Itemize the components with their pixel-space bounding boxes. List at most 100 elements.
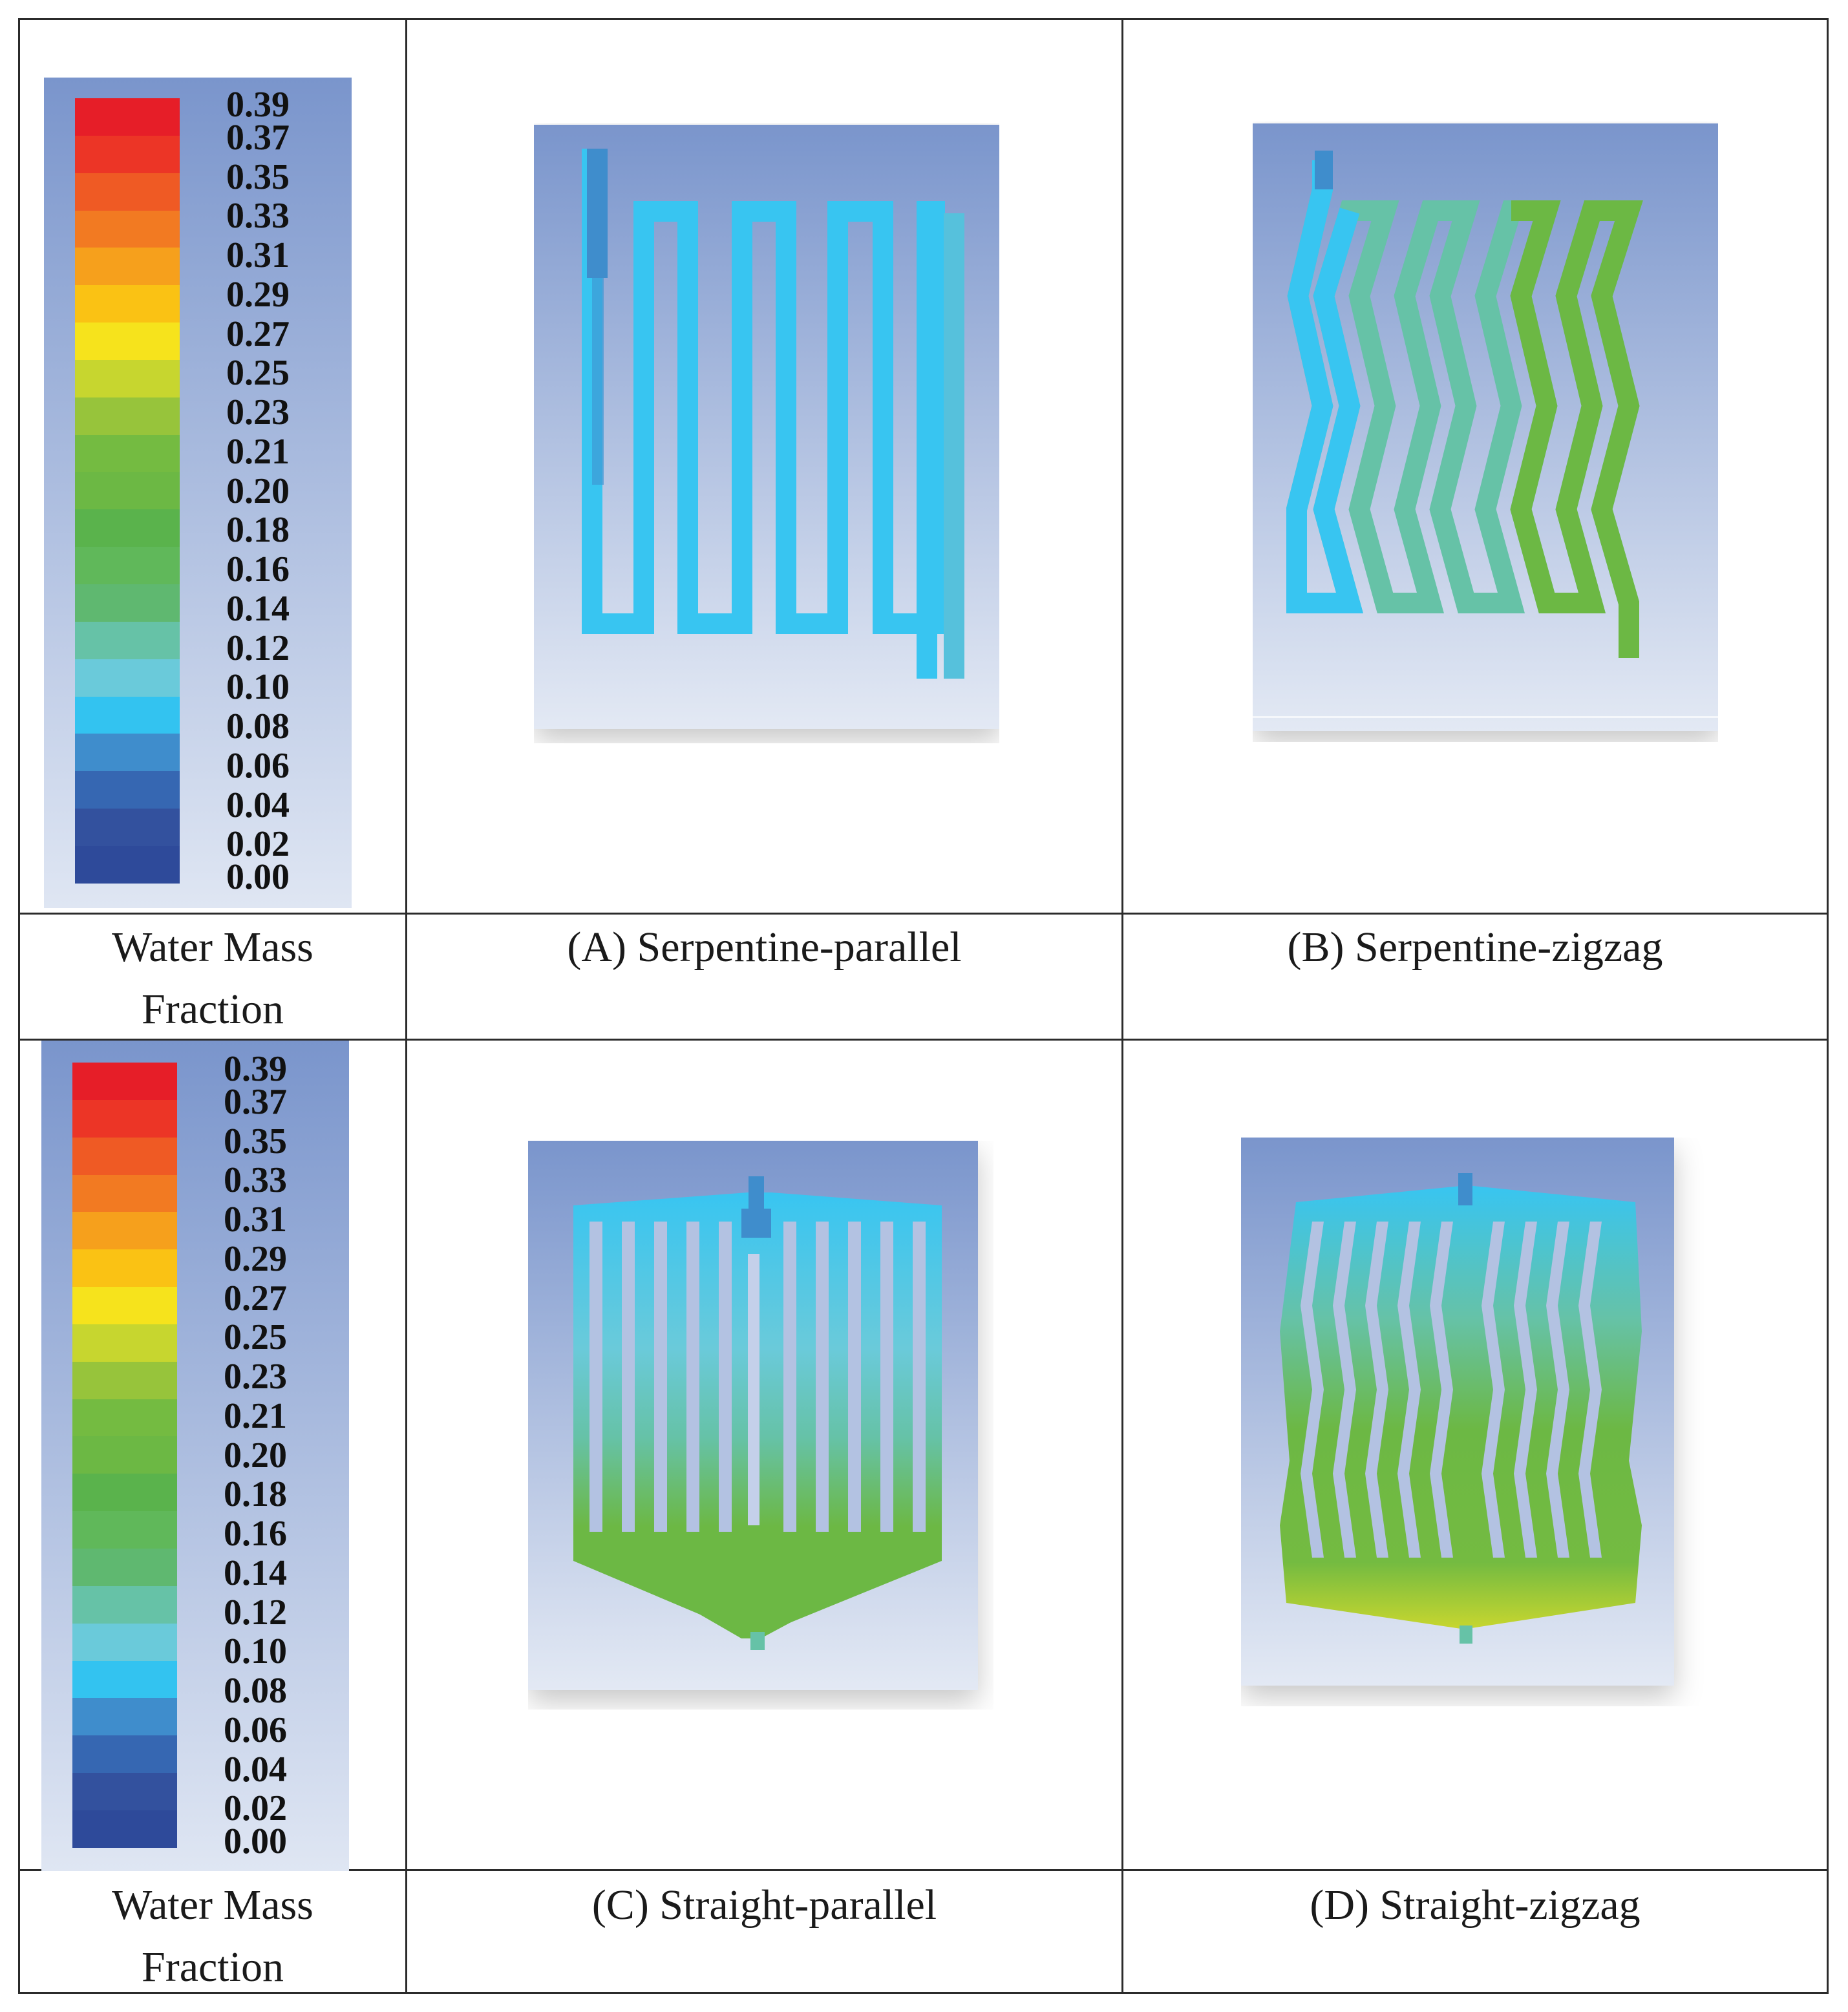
colorbar-segment [72,1099,177,1138]
colorbar-tick-label: 0.00 [226,857,290,897]
colorbar-tick-label: 0.33 [226,196,290,237]
colorbar-segment [72,1660,177,1699]
colorbar-tick-label: 0.10 [226,667,290,708]
colorbar-tick-label: 0.25 [226,353,290,394]
colorbar-tick-label: 0.18 [226,510,290,551]
colorbar-tick-label: 0.29 [224,1238,287,1279]
table-border-bottom [18,1992,1828,1994]
colorbar-segment [72,1063,177,1100]
colorbar-segment [75,659,180,697]
colorbar-tick-label: 0.10 [224,1631,287,1672]
colorbar-segment [72,1249,177,1287]
colorbar-segment [75,323,180,360]
legend-title-line1: Water Mass [112,1881,313,1929]
colorbar-tick-label: 0.04 [224,1749,287,1790]
colorbar-tick-label: 0.02 [224,1788,287,1829]
colorbar-segment [72,1511,177,1549]
colorbar-tick-label: 0.35 [224,1121,287,1161]
table-row-divider-2 [18,1039,1828,1041]
table-col-divider-1 [405,18,407,1994]
colorbar-segment [75,734,180,772]
colorbar-segment [72,1212,177,1250]
colorbar-tick-label: 0.14 [226,588,290,629]
colorbar-tick-label: 0.12 [226,628,290,668]
colorbar-segment [75,809,180,846]
panel-caption-b: (B) Serpentine-zigzag [1287,924,1663,971]
table-border-left [18,18,20,1994]
colorbar-segment [72,1174,177,1212]
colorbar-tick-label: 0.39 [226,85,290,125]
panel-caption-d: (D) Straight-zigzag [1310,1881,1641,1929]
colorbar-segment [75,472,180,510]
flow-field-serpentine-parallel [534,123,999,743]
colorbar-tick-label: 0.39 [224,1049,287,1089]
colorbar-segment [72,1324,177,1362]
colorbar-legend-bottom: 0.39 0.37 0.35 0.33 0.31 0.29 0.27 0.25 0.23 0.21… [41,1041,349,1871]
colorbar-tick-label: 0.33 [224,1160,287,1201]
colorbar-tick-label: 0.00 [224,1821,287,1861]
colorbar-tick-label: 0.23 [226,392,290,432]
colorbar-segment [75,248,180,286]
colorbar-segment [75,696,180,734]
legend-title: Water Mass Fraction [20,916,405,1041]
panel-caption-a: (A) Serpentine-parallel [567,924,962,971]
table-border-right [1827,18,1829,1994]
colorbar-segment [75,845,180,884]
colorbar-segment [72,1399,177,1437]
colorbar-tick-label: 0.08 [226,706,290,747]
colorbar-tick-label: 0.35 [226,156,290,197]
colorbar-segment [72,1137,177,1175]
colorbar-segment [72,1698,177,1736]
colorbar-tick-label: 0.25 [224,1317,287,1358]
colorbar-segment [72,1810,177,1848]
colorbar-tick-label: 0.02 [226,824,290,865]
colorbar-segment [75,621,180,659]
colorbar-tick-label: 0.37 [226,117,290,158]
colorbar-tick-label: 0.37 [224,1081,287,1122]
flow-field-serpentine-zigzag [1253,122,1718,742]
colorbar-tick-label: 0.29 [226,274,290,315]
colorbar-segment [75,98,180,136]
colorbar-tick-label: 0.08 [224,1671,287,1711]
table-border-top [18,18,1828,20]
colorbar-segment [72,1474,177,1512]
legend-title: Water Mass Fraction [20,1874,405,1998]
colorbar-segment [75,434,180,472]
colorbar-segment [75,173,180,211]
colorbar-tick-label: 0.16 [224,1514,287,1554]
colorbar-segment [75,509,180,547]
colorbar-tick-label: 0.06 [224,1710,287,1750]
colorbar-segment [72,1436,177,1474]
colorbar-tick-label: 0.18 [224,1474,287,1515]
colorbar-segment [72,1361,177,1399]
colorbar-legend-top: 0.39 0.37 0.35 0.33 0.31 0.29 0.27 0.25 0.23 0.21… [44,78,352,908]
colorbar-segment [75,771,180,809]
colorbar-segment [75,210,180,248]
flow-field-straight-parallel [528,1141,993,1710]
colorbar-segment [75,135,180,173]
flow-field-straight-zigzag [1241,1138,1706,1706]
colorbar-segment [72,1585,177,1624]
colorbar-tick-label: 0.04 [226,785,290,825]
table-row-divider-3 [18,1869,1828,1871]
colorbar-tick-label: 0.06 [226,745,290,786]
colorbar-tick-label: 0.21 [224,1395,287,1436]
colorbar [72,1063,177,1848]
table-row-divider-1 [18,913,1828,915]
colorbar-segment [72,1773,177,1810]
colorbar-segment [75,584,180,622]
colorbar-tick-label: 0.16 [226,549,290,589]
table-col-divider-2 [1121,18,1123,1994]
colorbar-tick-label: 0.20 [226,471,290,511]
legend-title-line2: Fraction [142,1943,284,1991]
colorbar-tick-label: 0.23 [224,1357,287,1397]
legend-title-line1: Water Mass [112,924,313,971]
colorbar [75,98,180,884]
colorbar-tick-label: 0.27 [226,313,290,354]
colorbar-segment [72,1735,177,1774]
colorbar-tick-label: 0.20 [224,1435,287,1476]
colorbar-segment [72,1623,177,1661]
colorbar-segment [72,1287,177,1324]
colorbar-segment [75,359,180,397]
colorbar-tick-label: 0.12 [224,1592,287,1633]
